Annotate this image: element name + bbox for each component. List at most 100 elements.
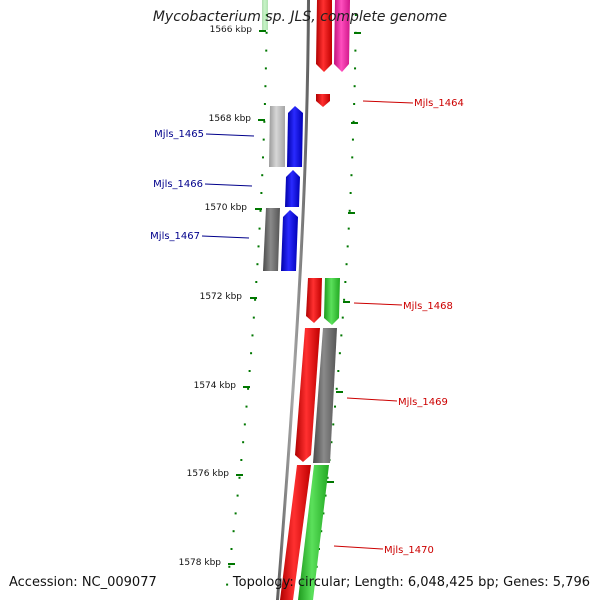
scale-tick [341,316,344,319]
gene-label-mjls-1467[interactable]: Mjls_1467 [150,231,200,242]
gene-mjls-1467-gray[interactable] [263,208,280,271]
gene-label-mjls-1466[interactable]: Mjls_1466 [153,179,203,190]
right-gene-labels: Mjls_1464 Mjls_1468 Mjls_1469 Mjls_1470 [333,98,464,556]
gene-mjls-1469[interactable] [313,328,337,463]
scale-tick [353,103,356,105]
scale-tick [352,120,355,123]
scale-tick [228,563,235,565]
scale-tick [265,49,268,52]
scale-tick [330,441,333,444]
gene-label-mjls-1464[interactable]: Mjls_1464 [414,98,464,109]
map-title: Mycobacterium sp. JLS, complete genome [152,9,448,25]
scale-label: 1572 kbp [200,292,243,302]
scale-tick [263,120,266,123]
scale-label: 1566 kbp [210,25,253,35]
scale-label: 1570 kbp [205,203,248,213]
scale-tick [327,481,334,483]
scale-tick [254,298,257,301]
gene-top-pink[interactable] [334,0,350,72]
scale-tick [344,281,347,283]
scale-tick [258,227,261,230]
scale-tick [343,301,350,303]
scale-tick [335,387,338,390]
scale-tick [351,156,354,159]
scale-tick [255,208,262,210]
forward-strand-genes [280,0,350,600]
gene-mjls-1467[interactable] [281,210,298,271]
scale-tick [260,192,263,194]
scale-tick [261,156,264,159]
scale-tick [250,352,253,355]
gene-mjls-1469-red[interactable] [295,328,320,462]
gene-mjls-1468[interactable] [324,278,340,325]
gene-top-red[interactable] [316,0,332,72]
scale-tick [259,30,266,32]
scale-tick [243,423,246,426]
scale-tick [226,583,229,586]
scale-tick [240,459,243,461]
scale-tick [263,103,266,105]
gene-mjls-1468-red[interactable] [306,278,322,323]
genome-summary: Topology: circular; Length: 6,048,425 bp… [232,575,590,590]
scale-tick [236,474,243,476]
scale-tick [354,67,357,70]
scale-tick [252,316,255,319]
scale-tick [334,405,337,408]
scale-tick [350,174,353,177]
scale-tick [255,281,258,283]
gene-label-mjls-1468[interactable]: Mjls_1468 [403,301,453,312]
scale-tick [320,530,323,533]
genome-backbone [276,0,310,600]
scale-tick [236,494,239,497]
gene-label-mjls-1470[interactable]: Mjls_1470 [384,545,434,556]
left-gene-labels: Mjls_1465 Mjls_1466 Mjls_1467 [150,129,255,242]
scale-tick [346,245,349,248]
gene-label-mjls-1465[interactable]: Mjls_1465 [154,129,204,140]
gene-mjls-1464[interactable] [316,94,330,107]
scale-tick [262,138,265,141]
gene-mjls-1465-light[interactable] [269,106,285,167]
scale-tick [257,245,260,248]
scale-ticks [226,14,361,586]
scale-tick [264,67,267,70]
scale-tick [258,119,265,121]
scale-tick [337,370,340,372]
scale-tick [250,297,257,299]
gene-mjls-1470[interactable] [298,465,329,600]
scale-tick [354,49,357,52]
scale-tick [242,441,245,444]
reverse-strand-genes [262,0,303,271]
gene-mjls-1465[interactable] [287,106,303,167]
scale-label: 1574 kbp [194,381,237,391]
scale-tick [245,405,248,408]
scale-tick [348,209,351,212]
scale-tick [347,227,350,230]
scale-tick [230,548,233,550]
scale-tick [324,494,327,497]
scale-tick [340,334,343,337]
gene-mjls-1466[interactable] [285,170,300,207]
scale-tick [234,512,237,515]
scale-tick [351,122,358,124]
gene-label-mjls-1469[interactable]: Mjls_1469 [398,397,448,408]
scale-tick [238,476,241,479]
scale-label: 1576 kbp [187,469,230,479]
scale-tick [248,370,251,372]
scale-tick [326,476,329,479]
scale-tick [351,138,354,141]
scale-tick [332,423,335,426]
scale-tick [259,209,262,212]
scale-label: 1568 kbp [209,114,252,124]
gene-top-left-green [262,0,268,30]
scale-tick [354,14,357,16]
scale-tick [232,530,235,533]
scale-tick [349,192,352,194]
gene-mjls-1470-red[interactable] [280,465,311,600]
scale-tick [345,263,348,266]
scale-tick [353,85,356,88]
scale-tick [261,174,264,177]
scale-tick [264,85,267,88]
scale-tick [348,212,355,214]
scale-tick [354,32,361,34]
